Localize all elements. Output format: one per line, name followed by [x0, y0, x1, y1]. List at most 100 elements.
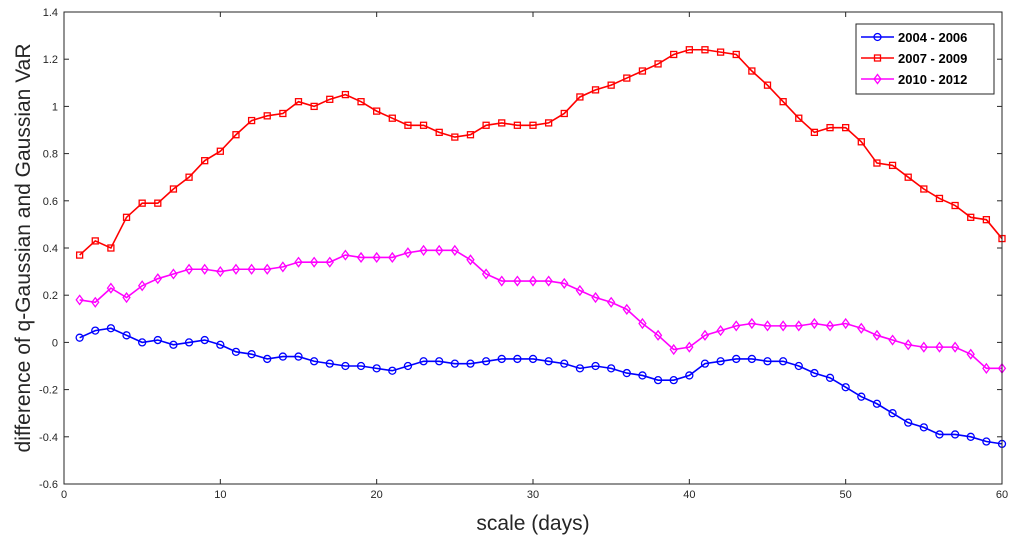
data-point	[75, 251, 84, 259]
data-point	[669, 376, 678, 385]
x-axis-ticks: 0 10 20 30 40 50 60	[61, 12, 1008, 501]
data-point	[607, 81, 615, 89]
data-point	[294, 256, 303, 268]
data-point	[466, 254, 475, 266]
data-point	[919, 423, 928, 432]
data-point	[481, 268, 491, 280]
data-point	[278, 261, 288, 273]
data-point	[825, 320, 835, 332]
data-point	[91, 326, 100, 335]
data-point	[154, 199, 162, 207]
data-point	[842, 123, 850, 132]
data-point	[137, 280, 147, 292]
data-point	[732, 50, 740, 59]
data-point	[888, 161, 897, 170]
y-tick-label: 0	[52, 337, 58, 349]
data-point	[810, 368, 819, 378]
data-point	[185, 173, 193, 181]
data-point	[373, 107, 381, 115]
data-point	[513, 121, 522, 129]
data-point	[231, 347, 241, 356]
data-point	[107, 244, 115, 252]
legend-label: 2010 - 2012	[898, 72, 967, 87]
data-point	[356, 361, 366, 371]
data-point	[810, 317, 819, 330]
data-point	[622, 303, 631, 315]
data-point	[623, 74, 631, 82]
legend-marker	[873, 73, 882, 85]
data-point	[841, 383, 850, 392]
data-point	[91, 237, 99, 245]
data-point	[763, 320, 772, 332]
data-point	[122, 291, 131, 304]
data-point	[247, 350, 256, 359]
data-point	[450, 359, 459, 368]
data-point	[372, 364, 381, 373]
data-point	[857, 322, 866, 334]
data-point	[419, 357, 428, 366]
series-diamond	[75, 244, 1007, 374]
y-tick-label: -0.2	[39, 385, 58, 397]
data-point	[872, 399, 882, 408]
data-point	[200, 263, 209, 275]
data-point	[91, 296, 100, 308]
data-point	[201, 157, 209, 165]
series-square	[75, 46, 1006, 259]
data-point	[279, 109, 287, 118]
data-point	[498, 119, 506, 127]
data-point	[435, 128, 443, 137]
data-point	[716, 48, 725, 56]
data-point	[325, 256, 334, 268]
data-point	[576, 93, 584, 101]
y-tick-label: 0.2	[43, 290, 58, 302]
data-point	[513, 354, 522, 364]
data-point	[919, 341, 929, 353]
x-axis-title: scale (days)	[476, 512, 589, 535]
data-point	[935, 194, 944, 203]
data-point	[904, 418, 913, 427]
data-point	[778, 320, 788, 332]
data-point	[685, 341, 694, 353]
data-point	[497, 354, 506, 364]
data-point	[825, 373, 835, 382]
data-point	[419, 244, 428, 256]
y-tick-label: 0.4	[43, 243, 58, 255]
data-point	[497, 275, 506, 287]
data-point	[435, 244, 444, 256]
data-point	[779, 98, 787, 106]
data-point	[341, 361, 350, 371]
data-point	[810, 128, 819, 137]
data-point	[513, 275, 522, 287]
data-point	[388, 366, 397, 375]
data-point	[544, 119, 553, 127]
data-point	[341, 249, 350, 261]
data-point	[247, 263, 256, 275]
data-point	[920, 185, 928, 193]
data-point	[638, 67, 647, 75]
x-tick-label: 60	[996, 489, 1008, 501]
data-point	[153, 335, 162, 345]
data-point	[888, 409, 897, 418]
legend-marker	[873, 32, 882, 42]
data-point	[263, 354, 272, 364]
data-point	[700, 329, 710, 341]
y-tick-label: -0.4	[39, 432, 58, 444]
data-point	[795, 114, 803, 122]
x-tick-label: 0	[61, 489, 67, 501]
data-point	[356, 251, 366, 264]
data-point	[966, 432, 975, 441]
data-point	[966, 348, 975, 360]
data-point	[388, 114, 396, 122]
data-point	[232, 131, 240, 139]
data-point	[326, 95, 334, 103]
data-point	[904, 339, 913, 351]
data-point	[591, 291, 600, 304]
data-point	[278, 352, 288, 361]
data-point	[560, 277, 569, 289]
data-point	[638, 317, 647, 330]
y-axis-title: difference of q-Gaussian and Gaussian Va…	[12, 44, 35, 453]
data-point	[482, 121, 490, 129]
data-point	[341, 90, 350, 99]
data-point	[403, 247, 413, 259]
